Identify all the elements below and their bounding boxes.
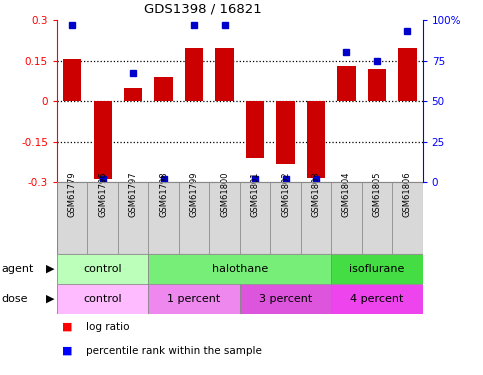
Bar: [57, 254, 148, 284]
Text: 4 percent: 4 percent: [350, 294, 404, 304]
Bar: [270, 182, 301, 254]
Text: ▶: ▶: [46, 294, 55, 304]
Text: ■: ■: [62, 346, 72, 356]
Text: percentile rank within the sample: percentile rank within the sample: [86, 346, 262, 356]
Text: log ratio: log ratio: [86, 322, 129, 332]
Text: GSM61779: GSM61779: [68, 171, 77, 216]
Bar: [240, 284, 331, 314]
Bar: [124, 87, 142, 101]
Bar: [185, 48, 203, 101]
Text: 3 percent: 3 percent: [259, 294, 312, 304]
Text: GSM61803: GSM61803: [312, 171, 321, 216]
Bar: [337, 66, 355, 101]
Text: control: control: [84, 264, 122, 274]
Bar: [209, 182, 240, 254]
Bar: [148, 284, 240, 314]
Bar: [63, 59, 81, 101]
Bar: [87, 182, 118, 254]
Text: GSM61797: GSM61797: [128, 171, 138, 216]
Text: GSM61801: GSM61801: [251, 171, 259, 216]
Bar: [301, 182, 331, 254]
Bar: [118, 182, 148, 254]
Bar: [307, 101, 325, 178]
Text: 1 percent: 1 percent: [168, 294, 221, 304]
Text: GSM61800: GSM61800: [220, 171, 229, 216]
Bar: [362, 182, 392, 254]
Bar: [57, 182, 87, 254]
Text: GSM61799: GSM61799: [190, 171, 199, 216]
Bar: [276, 101, 295, 165]
Bar: [331, 284, 423, 314]
Text: ▶: ▶: [46, 264, 55, 274]
Bar: [240, 182, 270, 254]
Text: GSM61806: GSM61806: [403, 171, 412, 216]
Bar: [398, 48, 416, 101]
Text: halothane: halothane: [212, 264, 268, 274]
Text: GSM61796: GSM61796: [98, 171, 107, 216]
Text: GSM61798: GSM61798: [159, 171, 168, 216]
Bar: [246, 101, 264, 158]
Bar: [148, 182, 179, 254]
Bar: [179, 182, 209, 254]
Bar: [94, 101, 112, 179]
Bar: [331, 254, 423, 284]
Bar: [368, 69, 386, 101]
Text: GSM61805: GSM61805: [372, 171, 382, 216]
Text: GDS1398 / 16821: GDS1398 / 16821: [144, 2, 262, 15]
Bar: [155, 77, 173, 101]
Bar: [331, 182, 362, 254]
Text: GSM61802: GSM61802: [281, 171, 290, 216]
Text: isoflurane: isoflurane: [349, 264, 405, 274]
Bar: [392, 182, 423, 254]
Text: ■: ■: [62, 322, 72, 332]
Text: control: control: [84, 294, 122, 304]
Bar: [215, 48, 234, 101]
Bar: [148, 254, 331, 284]
Text: dose: dose: [1, 294, 28, 304]
Text: GSM61804: GSM61804: [342, 171, 351, 216]
Text: agent: agent: [1, 264, 33, 274]
Bar: [57, 284, 148, 314]
